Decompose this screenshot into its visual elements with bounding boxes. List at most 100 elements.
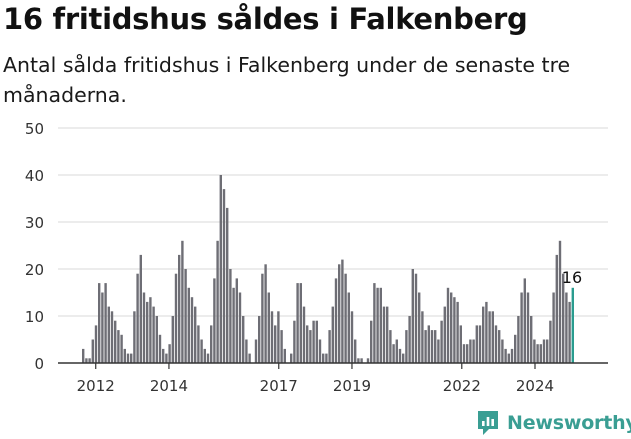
x-axis-ticks: 2012 2014 2017 2019 2022 2024 xyxy=(77,363,554,395)
bar xyxy=(194,306,197,363)
bar xyxy=(187,287,190,363)
bar xyxy=(421,311,424,363)
bar xyxy=(245,339,248,363)
x-tick-label: 2014 xyxy=(150,377,188,395)
bar xyxy=(328,330,331,363)
bar xyxy=(174,273,178,363)
bar xyxy=(450,292,453,363)
bar xyxy=(171,316,174,363)
bar xyxy=(434,330,437,363)
bar xyxy=(229,269,232,363)
bar xyxy=(546,339,549,363)
bar xyxy=(155,316,158,363)
bar xyxy=(312,320,315,363)
bar xyxy=(267,292,270,363)
bar xyxy=(482,306,485,363)
bar xyxy=(216,240,219,363)
bar-chart: 0 10 20 30 40 50 2012 2014 2017 2019 2022 2024 16 xyxy=(25,120,608,395)
bar xyxy=(366,358,370,363)
x-tick-label: 2022 xyxy=(443,377,481,395)
bar xyxy=(91,339,94,363)
bar xyxy=(107,306,110,363)
bar xyxy=(382,306,386,363)
bar xyxy=(162,348,165,363)
bar xyxy=(296,283,299,363)
bar xyxy=(523,278,526,363)
bar xyxy=(344,273,347,363)
bar xyxy=(533,339,536,363)
bar xyxy=(542,339,546,363)
bar xyxy=(126,353,130,363)
bar xyxy=(238,292,242,363)
bar xyxy=(334,278,338,363)
bar xyxy=(350,311,354,363)
bar xyxy=(418,292,421,363)
brand-logo: Newsworthy xyxy=(476,408,631,438)
bar xyxy=(104,283,107,363)
bar xyxy=(293,320,296,363)
bar xyxy=(398,348,402,363)
bar xyxy=(222,189,226,363)
bar xyxy=(270,311,274,363)
bar xyxy=(475,325,478,363)
bar xyxy=(290,353,293,363)
bar xyxy=(274,325,277,363)
bar xyxy=(360,358,363,363)
bar xyxy=(539,344,542,363)
bar xyxy=(158,334,162,363)
bar xyxy=(184,269,187,363)
bar xyxy=(149,297,152,363)
bar xyxy=(254,339,258,363)
bar xyxy=(491,311,494,363)
y-tick-label: 20 xyxy=(25,261,44,279)
bar xyxy=(478,325,482,363)
chart-title: 16 fritidshus såldes i Falkenberg xyxy=(3,2,528,36)
bar xyxy=(181,240,184,363)
bar xyxy=(373,283,376,363)
bar xyxy=(549,320,552,363)
bar xyxy=(488,311,491,363)
bar xyxy=(440,320,443,363)
bar xyxy=(197,325,200,363)
bar xyxy=(379,287,382,363)
bar xyxy=(146,301,149,363)
bar xyxy=(101,292,104,363)
bar xyxy=(110,311,114,363)
bar xyxy=(341,259,344,363)
bar xyxy=(446,287,450,363)
y-tick-label: 50 xyxy=(25,120,44,138)
bar xyxy=(430,330,434,363)
bar xyxy=(530,316,533,363)
bar xyxy=(258,316,261,363)
bar xyxy=(82,348,85,363)
bar xyxy=(370,320,373,363)
bar xyxy=(562,273,565,363)
x-tick-label: 2019 xyxy=(333,377,371,395)
newsworthy-logo-icon xyxy=(478,411,498,435)
bar xyxy=(306,325,309,363)
bar xyxy=(453,297,456,363)
bar xyxy=(98,283,101,363)
bar xyxy=(235,278,238,363)
bar xyxy=(520,292,523,363)
bar xyxy=(88,358,91,363)
bar xyxy=(277,311,280,363)
bar xyxy=(168,344,171,363)
bars xyxy=(82,175,574,363)
bar xyxy=(466,344,469,363)
bar xyxy=(389,330,392,363)
bar xyxy=(133,311,136,363)
bar xyxy=(408,316,411,363)
bar xyxy=(392,344,395,363)
bar xyxy=(299,283,302,363)
bar xyxy=(552,292,555,363)
bar xyxy=(424,330,427,363)
bar xyxy=(264,264,267,363)
bar xyxy=(395,339,398,363)
bar xyxy=(558,240,562,363)
bar xyxy=(347,292,350,363)
bar xyxy=(402,353,405,363)
bar xyxy=(248,353,251,363)
y-tick-label: 10 xyxy=(25,308,44,326)
bar xyxy=(501,339,504,363)
